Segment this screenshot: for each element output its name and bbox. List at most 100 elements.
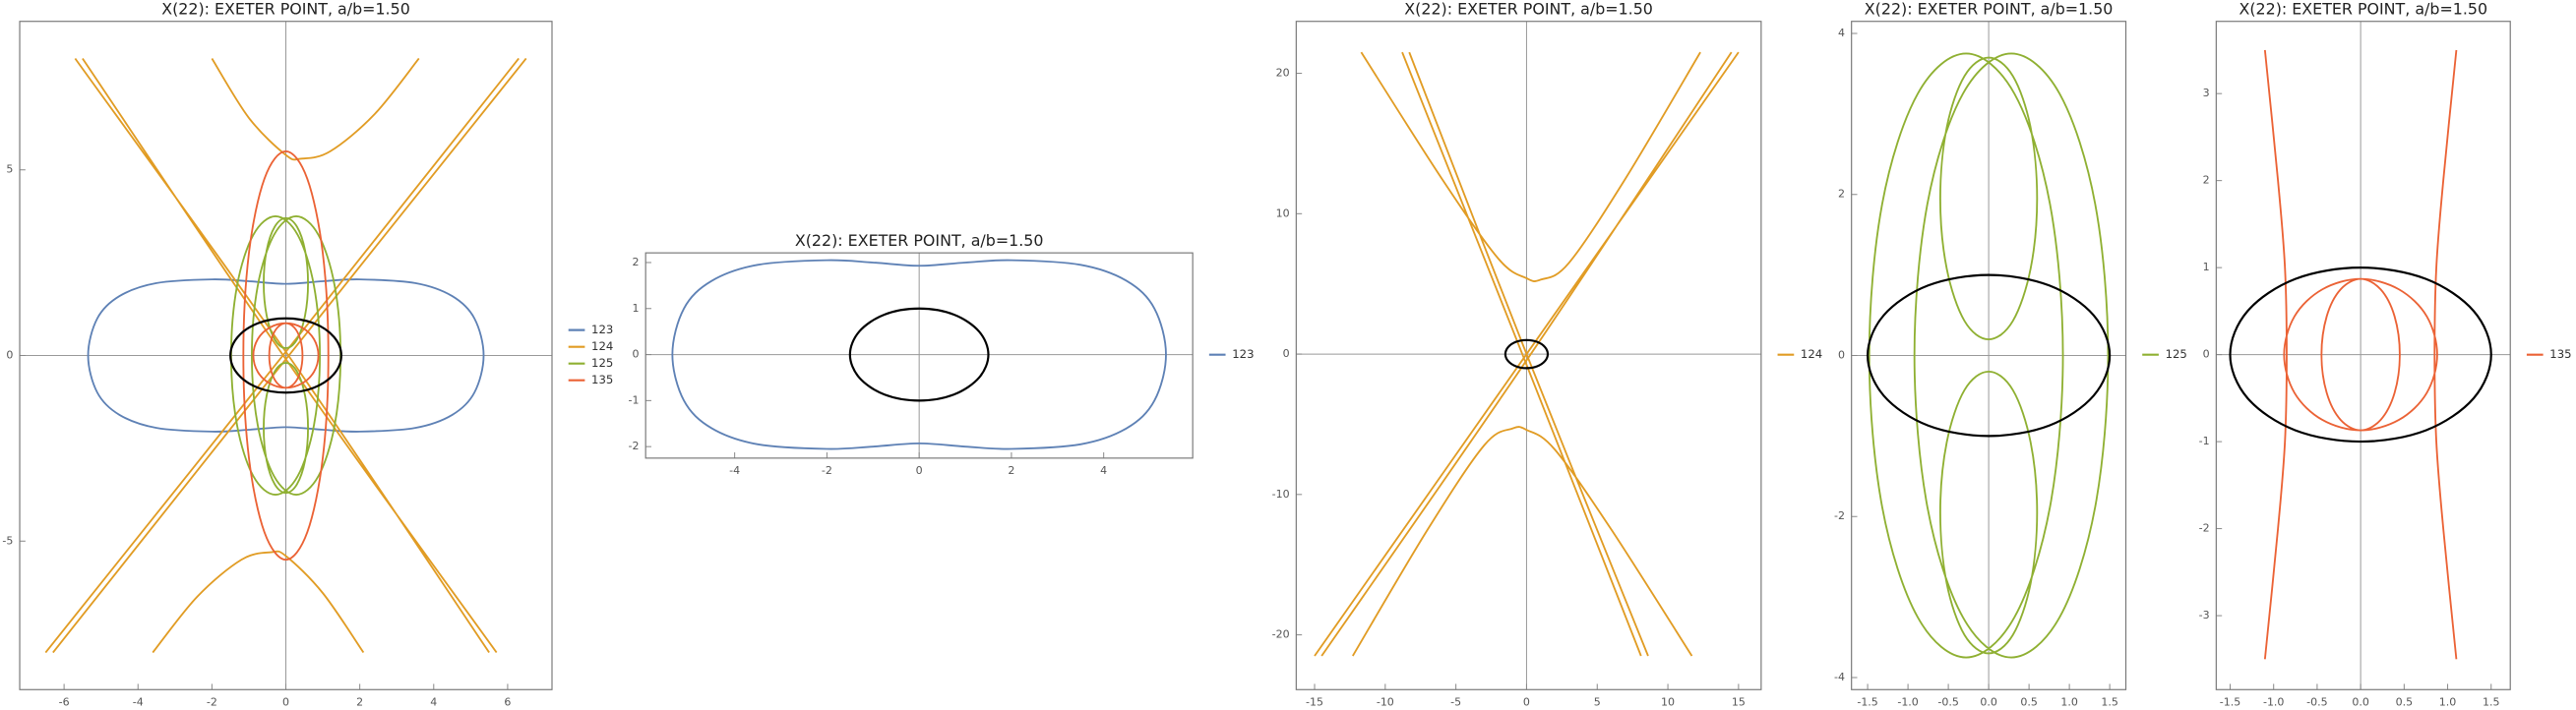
- x-tick-label: -1.5: [2220, 696, 2240, 709]
- legend-label: 124: [591, 339, 613, 353]
- y-tick-label: -4: [1834, 671, 1845, 683]
- y-tick-label: 5: [6, 163, 13, 176]
- x-tick-label: 5: [1594, 696, 1601, 709]
- y-tick-label: -2: [629, 440, 640, 452]
- curve: [2263, 49, 2458, 660]
- curve: [671, 259, 1167, 450]
- chart-title: X(22): EXETER POINT, a/b=1.50: [795, 231, 1044, 250]
- x-tick-label: -15: [1306, 696, 1323, 709]
- y-tick-label: 1: [2203, 261, 2210, 273]
- y-tick-label: -1: [629, 393, 640, 406]
- legend-label: 123: [591, 323, 613, 336]
- plot-area: [671, 259, 1167, 450]
- x-tick-label: -5: [1450, 696, 1461, 709]
- plot-area: [1866, 52, 2112, 659]
- legend-label: 135: [591, 373, 613, 386]
- x-tick-label: 0.5: [2396, 696, 2414, 709]
- x-tick-label: 10: [1661, 696, 1675, 709]
- x-tick-label: 15: [1732, 696, 1746, 709]
- curve: [1868, 52, 2110, 659]
- x-tick-label: 0: [916, 464, 923, 477]
- panel: -4 -2 0 2 4 -2 -1 0 1 2 X(22): EXETER POINT, a/b=1…: [629, 231, 1255, 477]
- legend-label: 125: [2166, 347, 2187, 361]
- x-tick-label: -2: [822, 464, 832, 477]
- plot-area: [1314, 51, 1740, 657]
- x-tick-label: -0.5: [1937, 696, 1958, 709]
- x-tick-label: 2: [356, 696, 363, 709]
- x-tick-label: -1.0: [1897, 696, 1918, 709]
- panel: -6 -4 -2 0 2 4 6 -5 0 5 X(22): EXETER POINT, a/b=1…: [2, 0, 613, 709]
- chart-title: X(22): EXETER POINT, a/b=1.50: [2239, 0, 2487, 19]
- curve: [1314, 51, 1740, 657]
- x-tick-label: 0: [282, 696, 289, 709]
- curve: [2229, 266, 2492, 444]
- x-tick-label: 4: [1100, 464, 1107, 477]
- y-tick-label: 1: [632, 302, 639, 315]
- x-tick-label: -4: [133, 696, 144, 709]
- y-tick-label: 0: [1283, 347, 1290, 360]
- x-tick-label: 1.0: [2439, 696, 2457, 709]
- x-tick-label: -1.5: [1857, 696, 1877, 709]
- curve: [848, 307, 990, 402]
- frame: [19, 21, 553, 690]
- x-tick-label: 6: [504, 696, 511, 709]
- y-tick-label: -3: [2199, 609, 2210, 621]
- frame: [644, 252, 1194, 459]
- y-tick-label: -1: [2199, 435, 2210, 447]
- x-tick-label: -6: [59, 696, 70, 709]
- y-tick-label: 10: [1276, 207, 1290, 219]
- curve: [87, 278, 485, 433]
- chart-title: X(22): EXETER POINT, a/b=1.50: [1865, 0, 2114, 19]
- chart-title: X(22): EXETER POINT, a/b=1.50: [161, 0, 410, 19]
- curve: [1503, 338, 1550, 370]
- panel: -1.5 -1.0 -0.5 0.0 0.5 1.0 1.5 -3 -2 -1 0 1 2 3 X(22):…: [2199, 0, 2572, 709]
- legend-label: 124: [1801, 347, 1822, 361]
- frame: [1851, 21, 2127, 690]
- x-tick-label: -1.0: [2263, 696, 2284, 709]
- x-tick-label: 1.0: [2060, 696, 2078, 709]
- y-tick-label: 4: [1838, 27, 1845, 39]
- frame: [1295, 21, 1762, 690]
- curve: [229, 317, 342, 394]
- legend-label: 123: [1232, 347, 1254, 361]
- y-tick-label: -5: [2, 534, 13, 547]
- y-tick-label: 0: [1838, 349, 1845, 362]
- x-tick-label: 4: [430, 696, 437, 709]
- chart-title: X(22): EXETER POINT, a/b=1.50: [1404, 0, 1653, 19]
- curve: [44, 57, 527, 654]
- x-tick-label: 1.5: [2101, 696, 2118, 709]
- x-tick-label: 1.5: [2483, 696, 2500, 709]
- y-tick-label: 0: [6, 349, 13, 362]
- plot-area: [44, 57, 527, 654]
- x-tick-label: -4: [729, 464, 740, 477]
- y-tick-label: -10: [1272, 488, 1290, 501]
- x-tick-label: -2: [207, 696, 217, 709]
- y-tick-label: 0: [2203, 348, 2210, 361]
- frame: [2215, 21, 2511, 690]
- y-tick-label: 2: [632, 256, 639, 268]
- panel: -15 -10 -5 0 5 10 15 -20 -10 0 10 20 X(22): EXETER P…: [1272, 0, 1823, 709]
- x-tick-label: 0.5: [2020, 696, 2038, 709]
- y-tick-label: -2: [2199, 522, 2210, 535]
- y-tick-label: 20: [1276, 67, 1290, 80]
- y-tick-label: 2: [2203, 174, 2210, 187]
- y-tick-label: 3: [2203, 87, 2210, 99]
- y-tick-label: 2: [1838, 188, 1845, 201]
- x-tick-label: 0: [1523, 696, 1530, 709]
- y-tick-label: -2: [1834, 509, 1845, 522]
- panel: -1.5 -1.0 -0.5 0.0 0.5 1.0 1.5 -4 -2 0 2 4 X(22): EX…: [1834, 0, 2187, 709]
- x-tick-label: -0.5: [2306, 696, 2327, 709]
- legend-label: 125: [591, 356, 613, 370]
- x-tick-label: -10: [1377, 696, 1394, 709]
- x-tick-label: 0.0: [1980, 696, 1997, 709]
- x-tick-label: 2: [1008, 464, 1014, 477]
- x-tick-label: 0.0: [2352, 696, 2369, 709]
- curve: [1866, 273, 2112, 438]
- plot-area: [2229, 49, 2492, 660]
- y-tick-label: 0: [632, 348, 639, 361]
- legend-label: 135: [2549, 347, 2571, 361]
- curve: [242, 149, 330, 562]
- y-tick-label: -20: [1272, 628, 1290, 641]
